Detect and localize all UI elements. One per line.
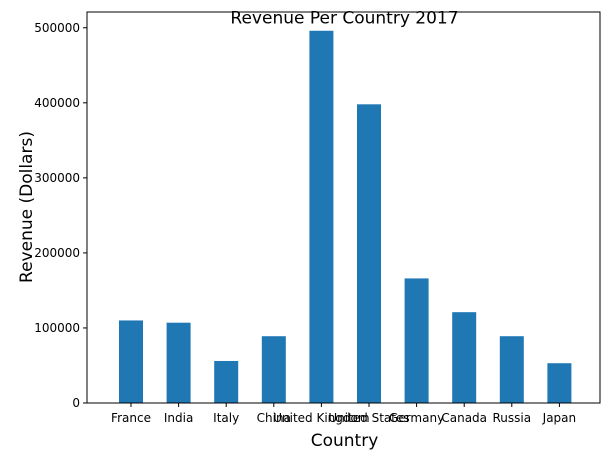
x-axis-label: Country [311,431,379,451]
bar [214,360,239,403]
x-tick-label: Japan [542,411,576,425]
bar [547,363,572,403]
x-tick-label: China [257,411,291,425]
x-tick-label: India [164,411,193,425]
x-tick-label: France [111,411,151,425]
x-tick-label: United States [328,411,409,425]
bar [452,312,477,403]
y-tick-label: 200000 [34,246,80,260]
x-tick-label: Canada [441,411,487,425]
x-tick-label: Russia [492,411,531,425]
x-tick-label: Italy [213,411,239,425]
y-tick-label: 300000 [34,171,80,185]
bars-group [119,30,572,403]
chart-title: Revenue Per Country 2017 [230,9,458,29]
bar [261,336,286,403]
y-axis-label: Revenue (Dollars) [17,131,37,283]
bar [499,336,524,403]
x-tick-label: United Kingdom [273,411,369,425]
bar [166,322,191,403]
bar [357,104,381,403]
bar [119,320,143,403]
bar [309,30,334,403]
x-tick-label: Germany [389,411,444,425]
plot-frame [86,11,601,404]
y-tick-label: 500000 [34,21,80,35]
bar [404,278,429,403]
y-tick-label: 100000 [34,321,80,335]
y-axis-ticks: 0 100000 200000 300000 400000 500000 [34,21,87,410]
y-tick-label: 0 [72,396,80,410]
y-tick-label: 400000 [34,96,80,110]
